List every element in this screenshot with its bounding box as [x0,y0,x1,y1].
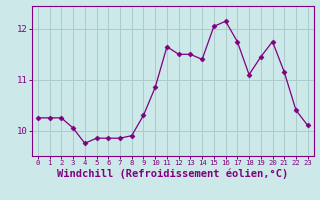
X-axis label: Windchill (Refroidissement éolien,°C): Windchill (Refroidissement éolien,°C) [57,169,288,179]
